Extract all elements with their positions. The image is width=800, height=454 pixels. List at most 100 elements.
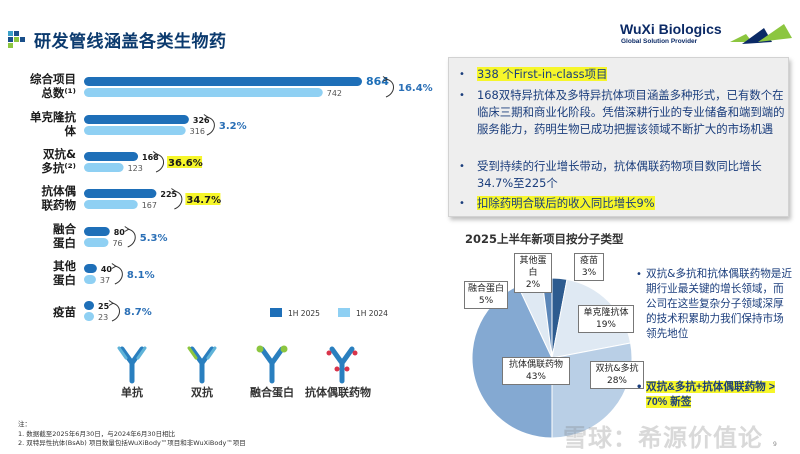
footnote-2: 2. 双特异性抗体(BsAb) 项目数量包括WuXiBody™项目和非WuXiB… [18,439,246,447]
monoclonal-antibody-icon [117,346,147,384]
highlight-item: • 338 个First-in-class项目 [459,66,608,83]
pie-label-other-protein: 其他蛋白 2% [514,253,552,293]
pie-label-name: 双抗&多抗 [595,364,639,374]
pie-label-adc: 抗体偶联药物 43% [502,357,570,385]
legend-label-1h2024: 1H 2024 [356,309,388,318]
title-marker [14,31,19,36]
bsab-text: 168双特异抗体及多特异抗体项目涵盖多种形式，已有数个在临床三期和商业化阶段。凭… [477,88,785,136]
molecule-label-mab: 单抗 [121,386,143,399]
value-label-1h2025: 225 [160,190,177,199]
molecule-label-bsab: 双抗 [191,386,213,399]
value-label-1h2025: 25 [98,302,110,311]
molecule-label-adc: 抗体偶联药物 [305,386,371,399]
bar-1h2025 [84,77,362,86]
bar-1h2024 [84,163,124,172]
arrow-head-icon [111,263,117,269]
arrow-head-icon [171,188,177,194]
pie-label-value: 19% [595,320,616,330]
bullet-icon: • [459,198,465,209]
bullet-icon: • [636,382,643,393]
category-label: 多抗⁽²⁾ [41,161,76,175]
category-label: 疫苗 [53,305,76,319]
title-marker [14,37,19,42]
arrow-head-icon [108,300,114,306]
bullet-icon: • [636,269,642,280]
company-logo: WuXi Biologics Global Solution Provider [620,20,792,50]
value-label-1h2024: 123 [128,164,143,173]
adc-growth-text: 受到持续的行业增长带动，抗体偶联药物项目数同比增长34.7%至225个 [477,159,762,190]
pie-label-name: 单克隆抗体 [583,308,629,318]
value-label-1h2025: 80 [114,228,126,237]
watermark: 雪球：希源价值论 [563,424,763,452]
pie-label-vaccine: 疫苗 3% [574,253,604,281]
pie-label-value: 2% [525,280,541,290]
growth-arrow-icon [155,153,165,173]
bar-1h2024 [84,238,109,247]
pie-label-name: 疫苗 [579,256,598,266]
page-title: 研发管线涵盖各类生物药 [34,32,227,52]
value-label-1h2025: 864 [366,75,389,88]
value-label-1h2024: 37 [100,276,110,285]
category-label: 综合项目 [30,72,76,86]
logo-swoosh-icon [730,24,792,44]
category-label: 融合 [53,222,76,236]
legend-swatch-1h2024 [338,308,350,317]
molecule-label-fusion: 融合蛋白 [250,386,294,399]
category-label: 其他 [53,259,76,273]
arrow-head-icon [203,114,209,120]
first-in-class-text: 338 个First-in-class项目 [477,67,608,81]
value-label-1h2024: 742 [327,89,342,98]
bar-1h2025 [84,227,110,236]
pie-chart-title: 2025上半年新项目按分子类型 [465,232,624,246]
growth-arrow-icon [127,228,136,248]
value-label-1h2025: 326 [193,116,210,125]
right-note-text: 双抗&多抗和抗体偶联药物是近期行业最关键的增长领域，而公司在这些复杂分子领域深厚… [646,268,792,340]
right-note: • 双抗&多抗和抗体偶联药物是近期行业最关键的增长领域，而公司在这些复杂分子领域… [636,267,792,342]
key-highlights-box: • 338 个First-in-class项目 • 168双特异抗体及多特异抗体… [448,57,789,217]
growth-arrow-icon [114,265,123,285]
revenue-growth-text: 扣除药明合联后的收入同比增长9% [477,196,655,210]
value-label-1h2025: 168 [142,153,159,162]
molecule-icons [117,345,358,384]
arrow-head-icon [124,226,130,232]
growth-label: 5.3% [140,233,168,244]
bar-1h2024 [84,312,94,321]
value-label-1h2024: 76 [112,239,122,248]
fusion-protein-icon [256,345,288,384]
logo-tagline: Global Solution Provider [621,38,698,45]
category-label: 体 [65,124,77,138]
pie-label-mab: 单克隆抗体 19% [578,305,634,333]
footnote-1: 1. 数据截至2025年6月30日，与2024年6月30日相比 [18,430,176,438]
category-label: 蛋白 [53,236,76,250]
pie-label-fusion-protein: 融合蛋白 5% [464,281,508,309]
pie-label-value: 3% [581,268,597,278]
growth-highlight [185,193,221,205]
logo-name: WuXi Biologics [620,21,722,37]
bullet-icon: • [459,69,465,80]
right-note-highlight: • 双抗&多抗+抗体偶联药物 > 70% 新签 [636,380,792,410]
category-label: 双抗& [42,147,76,161]
growth-arrow-icon [385,78,394,98]
page-number: 9 [773,441,777,448]
bar-1h2024 [84,200,138,209]
growth-highlight [167,156,203,168]
value-label-1h2024: 23 [98,313,108,322]
bullet-icon: • [459,161,465,172]
category-label: 总数⁽¹⁾ [41,86,76,100]
right-note-highlight-text: 双抗&多抗+抗体偶联药物 > 70% 新签 [646,381,775,408]
growth-label: 8.7% [124,307,152,318]
footnote-header: 注： [18,420,31,428]
bispecific-antibody-icon [187,346,217,384]
arrow-head-icon [382,76,388,82]
growth-label: 36.6% [168,158,203,169]
legend-swatch-1h2025 [270,308,282,317]
title-marker [8,37,13,42]
value-label-1h2025: 40 [101,265,113,274]
pie-label-name: 融合蛋白 [468,284,505,294]
category-label: 蛋白 [53,273,76,287]
bar-1h2025 [84,152,139,161]
growth-label: 8.1% [127,270,155,281]
category-label: 单克隆抗 [30,110,76,124]
growth-label: 34.7% [186,195,221,206]
title-marker [20,37,25,42]
